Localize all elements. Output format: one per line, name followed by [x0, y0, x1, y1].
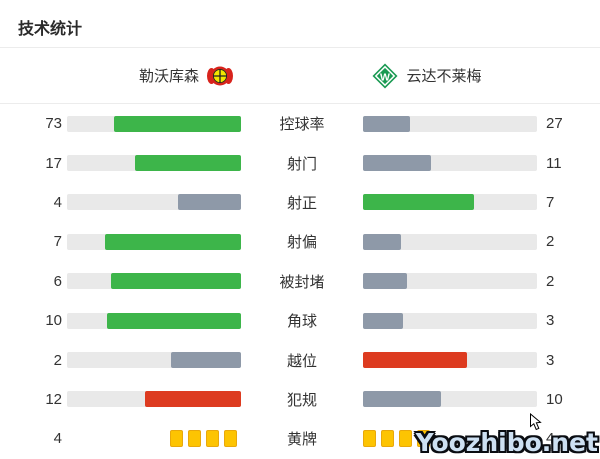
away-stat-bar	[363, 155, 537, 172]
away-stat-bar	[363, 233, 537, 250]
home-stat-bar	[67, 391, 241, 408]
home-stat-value: 7	[53, 233, 62, 251]
home-stat-bar	[67, 194, 241, 211]
stat-row: 7 射偏 2	[0, 222, 600, 261]
home-bar-fill	[134, 155, 241, 172]
page-title: 技术统计	[18, 21, 83, 38]
home-stat-value: 73	[45, 115, 62, 133]
home-stat-value: 17	[45, 154, 62, 172]
home-bar-fill	[171, 352, 241, 369]
teams-header: 勒沃库森 W 云达不莱梅	[0, 48, 600, 103]
stat-row: 73 控球率 27	[0, 104, 600, 143]
away-bar-fill	[363, 115, 410, 132]
away-stat-value: 3	[546, 351, 555, 369]
away-stat-bar	[363, 312, 537, 329]
away-stat-value: 2	[546, 272, 555, 290]
stat-label: 射正	[286, 194, 317, 212]
title-divider	[0, 47, 600, 48]
home-stat-bar	[67, 233, 241, 250]
away-bar-fill	[363, 312, 404, 329]
home-stat-value: 6	[53, 272, 62, 290]
home-stat-value: 10	[45, 312, 62, 330]
yellow-card-icon	[206, 430, 219, 448]
away-bar-fill	[363, 352, 468, 369]
stat-label: 黄牌	[286, 431, 317, 449]
stat-row: 4 射正 7	[0, 183, 600, 222]
stat-label: 犯规	[286, 391, 317, 409]
away-stat-value: 10	[546, 390, 563, 408]
away-bar-fill	[363, 273, 407, 290]
away-stat-value: 4	[546, 430, 555, 448]
bayer-leverkusen-crest-icon	[207, 66, 233, 85]
yellow-card-icon	[363, 430, 376, 448]
home-bar-fill	[178, 194, 241, 211]
home-stat-value: 12	[45, 390, 62, 408]
home-stat-bar	[67, 115, 241, 132]
home-bar-fill	[145, 391, 241, 408]
stat-label: 射偏	[286, 234, 317, 252]
stat-row: 2 越位 3	[0, 340, 600, 379]
svg-text:W: W	[381, 71, 391, 83]
home-stat-value: 2	[53, 351, 62, 369]
yellow-card-icon	[399, 430, 412, 448]
away-stat-bar	[363, 391, 537, 408]
home-stat-bar	[67, 430, 241, 448]
away-team-header: W 云达不莱梅	[277, 48, 577, 103]
home-bar-fill	[110, 273, 241, 290]
stat-row: 4 黄牌 4	[0, 419, 600, 458]
werder-bremen-crest-icon: W	[372, 63, 398, 88]
away-stat-bar	[363, 352, 537, 369]
stat-row: 6 被封堵 2	[0, 262, 600, 301]
yellow-card-icon	[417, 430, 430, 448]
home-team-header: 勒沃库森	[36, 48, 336, 103]
home-stat-bar	[67, 312, 241, 329]
stat-label: 越位	[286, 352, 317, 370]
stat-label: 角球	[286, 313, 317, 331]
away-stat-value: 7	[546, 193, 555, 211]
away-stat-bar	[363, 194, 537, 211]
yellow-card-icon	[224, 430, 237, 448]
away-stat-bar	[363, 273, 537, 290]
away-stat-value: 3	[546, 312, 555, 330]
stat-row: 10 角球 3	[0, 301, 600, 340]
yellow-card-icon	[170, 430, 183, 448]
home-bar-fill	[105, 233, 241, 250]
away-bar-fill	[363, 391, 442, 408]
header-divider	[0, 103, 600, 104]
stats-table: 73 控球率 27 17 射门 11 4 射正 7 7 射偏 2 6 被封堵 2…	[0, 104, 600, 459]
stat-label: 控球率	[279, 116, 325, 134]
stat-label: 被封堵	[279, 273, 325, 291]
home-bar-fill	[113, 115, 241, 132]
home-stat-bar	[67, 273, 241, 290]
home-stat-bar	[67, 155, 241, 172]
home-team-name: 勒沃库森	[138, 68, 199, 85]
away-bar-fill	[363, 194, 475, 211]
stat-label: 射门	[286, 155, 317, 173]
away-stat-bar	[363, 115, 537, 132]
home-bar-fill	[107, 312, 241, 329]
home-stat-value: 4	[53, 430, 62, 448]
watermark: Yoozhibo.net	[415, 428, 598, 457]
away-bar-fill	[363, 155, 431, 172]
mouse-cursor-icon	[530, 413, 542, 431]
away-bar-fill	[363, 233, 402, 250]
home-stat-bar	[67, 352, 241, 369]
stat-row: 17 射门 11	[0, 143, 600, 182]
yellow-card-icon	[381, 430, 394, 448]
yellow-card-icon	[188, 430, 201, 448]
stat-row: 12 犯规 10	[0, 380, 600, 419]
away-team-name: 云达不莱梅	[406, 68, 482, 85]
away-stat-value: 27	[546, 115, 563, 133]
home-stat-value: 4	[53, 193, 62, 211]
away-stat-bar	[363, 430, 537, 448]
away-stat-value: 11	[546, 154, 562, 172]
away-stat-value: 2	[546, 233, 555, 251]
